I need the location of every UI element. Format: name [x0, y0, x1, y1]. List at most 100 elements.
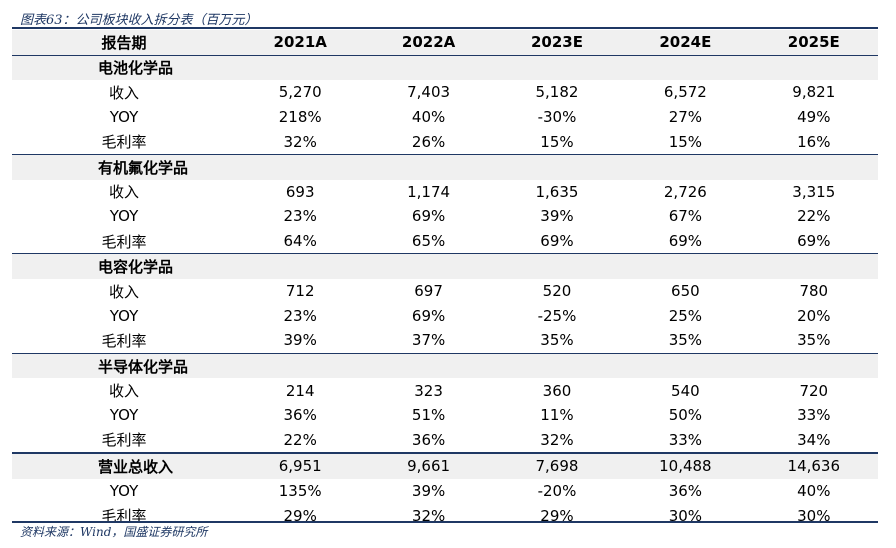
table-row: YOY 23% 69% -25% 25% 20%	[12, 304, 878, 329]
cell-value: 40%	[797, 481, 831, 500]
cell-value: 29%	[540, 506, 574, 525]
section-row: 电容化学品	[12, 253, 878, 279]
cell-value: 693	[285, 182, 315, 201]
table-row: 毛利率 22% 36% 32% 33% 34%	[12, 428, 878, 454]
cell-value: -25%	[537, 306, 577, 325]
cell-value: 32%	[411, 506, 446, 525]
cell-value: 720	[799, 381, 829, 400]
table-row: YOY 23% 69% 39% 67% 22%	[12, 204, 878, 229]
cell-value: 50%	[668, 406, 703, 425]
cell-value: 15%	[668, 132, 703, 151]
cell-value: 26%	[411, 132, 446, 151]
row-label: YOY	[109, 207, 139, 226]
cell-value: 36%	[668, 481, 703, 500]
cell-value: 32%	[283, 132, 317, 151]
cell-value: 23%	[283, 207, 317, 226]
cell-value: 51%	[411, 406, 446, 425]
header-year: 2024E	[621, 30, 750, 56]
table-row: 收入 214 323 360 540 720	[12, 378, 878, 403]
table-caption: 图表63：公司板块收入拆分表（百万元）	[20, 13, 258, 28]
cell-value: 64%	[283, 232, 317, 251]
cell-value: 30%	[668, 506, 703, 525]
total-row: 营业总收入 6,951 9,661 7,698 10,488 14,636	[12, 452, 878, 479]
section-title: 半导体化学品	[12, 352, 236, 379]
row-label: 收入	[108, 83, 139, 102]
row-label: 收入	[108, 282, 139, 301]
cell-value: 35%	[540, 331, 574, 350]
cell-value: 540	[671, 381, 700, 400]
table-row: 毛利率 32% 26% 15% 15% 16%	[12, 129, 878, 154]
row-label: YOY	[109, 406, 139, 425]
cell-value: -20%	[537, 481, 577, 500]
header-year: 2021A	[236, 30, 365, 56]
cell-value: 10,488	[621, 452, 750, 479]
section-title: 电池化学品	[12, 54, 236, 81]
cell-value: 323	[414, 381, 443, 400]
table-row: YOY 218% 40% -30% 27% 49%	[12, 105, 878, 130]
cell-value: 25%	[668, 306, 703, 325]
cell-value: 67%	[668, 207, 703, 226]
table-row: 毛利率 29% 32% 29% 30% 30%	[12, 503, 878, 528]
cell-value: 11%	[540, 406, 574, 425]
row-label: YOY	[109, 481, 139, 500]
cell-value: 69%	[668, 232, 703, 251]
cell-value: 36%	[283, 406, 317, 425]
row-label: 收入	[108, 382, 139, 401]
cell-value: 6,951	[236, 452, 365, 479]
row-label: YOY	[109, 108, 139, 127]
cell-value: 22%	[797, 207, 831, 226]
row-label: 毛利率	[101, 431, 147, 450]
cell-value: 1,174	[407, 182, 451, 201]
cell-value: 520	[542, 282, 572, 301]
cell-value: 7,698	[492, 452, 622, 479]
cell-value: 35%	[668, 331, 703, 350]
header-period: 报告期	[12, 30, 236, 56]
cell-value: 29%	[283, 506, 317, 525]
cell-value: 5,182	[535, 83, 579, 102]
cell-value: 35%	[797, 331, 831, 350]
cell-value: 218%	[278, 108, 322, 127]
cell-value: 135%	[278, 481, 322, 500]
table-row: 收入 712 697 520 650 780	[12, 279, 878, 304]
cell-value: 33%	[668, 430, 703, 449]
cell-value: 69%	[797, 232, 831, 251]
table-row: 收入 693 1,174 1,635 2,726 3,315	[12, 180, 878, 205]
cell-value: 214	[285, 381, 315, 400]
header-row: 报告期 2021A 2022A 2023E 2024E 2025E	[12, 30, 878, 56]
cell-value: 9,821	[792, 83, 836, 102]
row-label: 收入	[108, 183, 139, 202]
header-year: 2023E	[492, 30, 622, 56]
cell-value: 69%	[411, 207, 446, 226]
row-label: 毛利率	[101, 133, 147, 152]
cell-value: 697	[414, 282, 443, 301]
section-title: 电容化学品	[12, 253, 236, 279]
section-title: 有机氟化学品	[12, 153, 236, 180]
top-rule	[12, 27, 878, 29]
revenue-breakdown-table: 报告期 2021A 2022A 2023E 2024E 2025E 电池化学品 …	[12, 30, 878, 528]
cell-value: 39%	[283, 331, 317, 350]
cell-value: 780	[799, 282, 829, 301]
cell-value: 22%	[283, 430, 317, 449]
cell-value: 712	[285, 282, 315, 301]
cell-value: 39%	[411, 481, 446, 500]
cell-value: 37%	[411, 331, 446, 350]
cell-value: 34%	[797, 430, 831, 449]
cell-value: 69%	[540, 232, 574, 251]
cell-value: 3,315	[792, 182, 836, 201]
cell-value: 49%	[797, 108, 831, 127]
cell-value: 20%	[797, 306, 831, 325]
cell-value: 69%	[411, 306, 446, 325]
cell-value: 39%	[540, 207, 574, 226]
cell-value: 2,726	[663, 182, 707, 201]
cell-value: 33%	[797, 406, 831, 425]
bottom-rule	[12, 521, 878, 523]
cell-value: 1,635	[535, 182, 579, 201]
header-year: 2025E	[749, 30, 878, 56]
row-label: 毛利率	[101, 507, 147, 526]
cell-value: 40%	[411, 108, 446, 127]
table-row: 毛利率 64% 65% 69% 69% 69%	[12, 229, 878, 254]
cell-value: 36%	[411, 430, 446, 449]
cell-value: 27%	[668, 108, 703, 127]
cell-value: 650	[671, 282, 700, 301]
cell-value: 15%	[540, 132, 574, 151]
